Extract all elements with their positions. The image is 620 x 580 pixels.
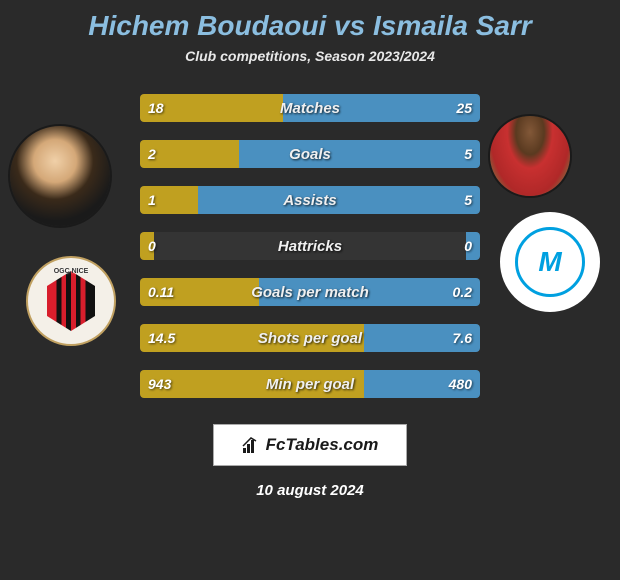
stat-value-right: 0	[464, 238, 472, 254]
chart-icon	[242, 436, 260, 454]
brand-footer: FcTables.com	[213, 424, 408, 466]
stat-value-left: 0.11	[148, 284, 174, 300]
brand-text: FcTables.com	[266, 435, 379, 455]
stat-value-right: 480	[449, 376, 472, 392]
date-text: 10 august 2024	[256, 482, 364, 499]
stat-value-right: 5	[464, 192, 472, 208]
stat-row: Assists1 5	[140, 186, 480, 214]
club-left-label: OGC NICE	[28, 268, 114, 275]
club-right-label: M	[538, 246, 561, 278]
stat-label: Hattricks	[140, 238, 480, 255]
stat-row: Matches18 25	[140, 94, 480, 122]
stat-value-right: 25	[456, 100, 472, 116]
stat-label: Min per goal	[140, 376, 480, 393]
stat-label: Matches	[140, 100, 480, 117]
stat-label: Goals per match	[140, 284, 480, 301]
club-right-badge: M	[500, 212, 600, 312]
stat-label: Shots per goal	[140, 330, 480, 347]
stat-value-left: 0	[148, 238, 156, 254]
stat-value-right: 7.6	[453, 330, 472, 346]
player-right-avatar	[490, 116, 570, 196]
club-left-badge: OGC NICE	[26, 256, 116, 346]
player-left-avatar	[10, 126, 110, 226]
stat-value-right: 0.2	[453, 284, 472, 300]
stat-row: Shots per goal14.5 7.6	[140, 324, 480, 352]
stat-value-left: 18	[148, 100, 164, 116]
subtitle: Club competitions, Season 2023/2024	[185, 48, 435, 64]
stat-value-left: 1	[148, 192, 156, 208]
comparison-card: Hichem Boudaoui vs Ismaila Sarr Club com…	[0, 0, 620, 580]
stat-row: Goals per match0.11 0.2	[140, 278, 480, 306]
stat-label: Assists	[140, 192, 480, 209]
stat-row: Min per goal943 480	[140, 370, 480, 398]
stat-row: Goals2 5	[140, 140, 480, 168]
stat-label: Goals	[140, 146, 480, 163]
page-title: Hichem Boudaoui vs Ismaila Sarr	[88, 10, 532, 42]
stats-chart: Matches1825Goals25Assists15Hattricks00Go…	[140, 94, 480, 398]
stat-value-left: 14.5	[148, 330, 175, 346]
stat-value-right: 5	[464, 146, 472, 162]
marseille-logo-icon: M	[515, 227, 585, 297]
stat-row: Hattricks0 0	[140, 232, 480, 260]
ogc-nice-shield-icon	[47, 271, 95, 331]
stat-value-left: 943	[148, 376, 171, 392]
stat-value-left: 2	[148, 146, 156, 162]
